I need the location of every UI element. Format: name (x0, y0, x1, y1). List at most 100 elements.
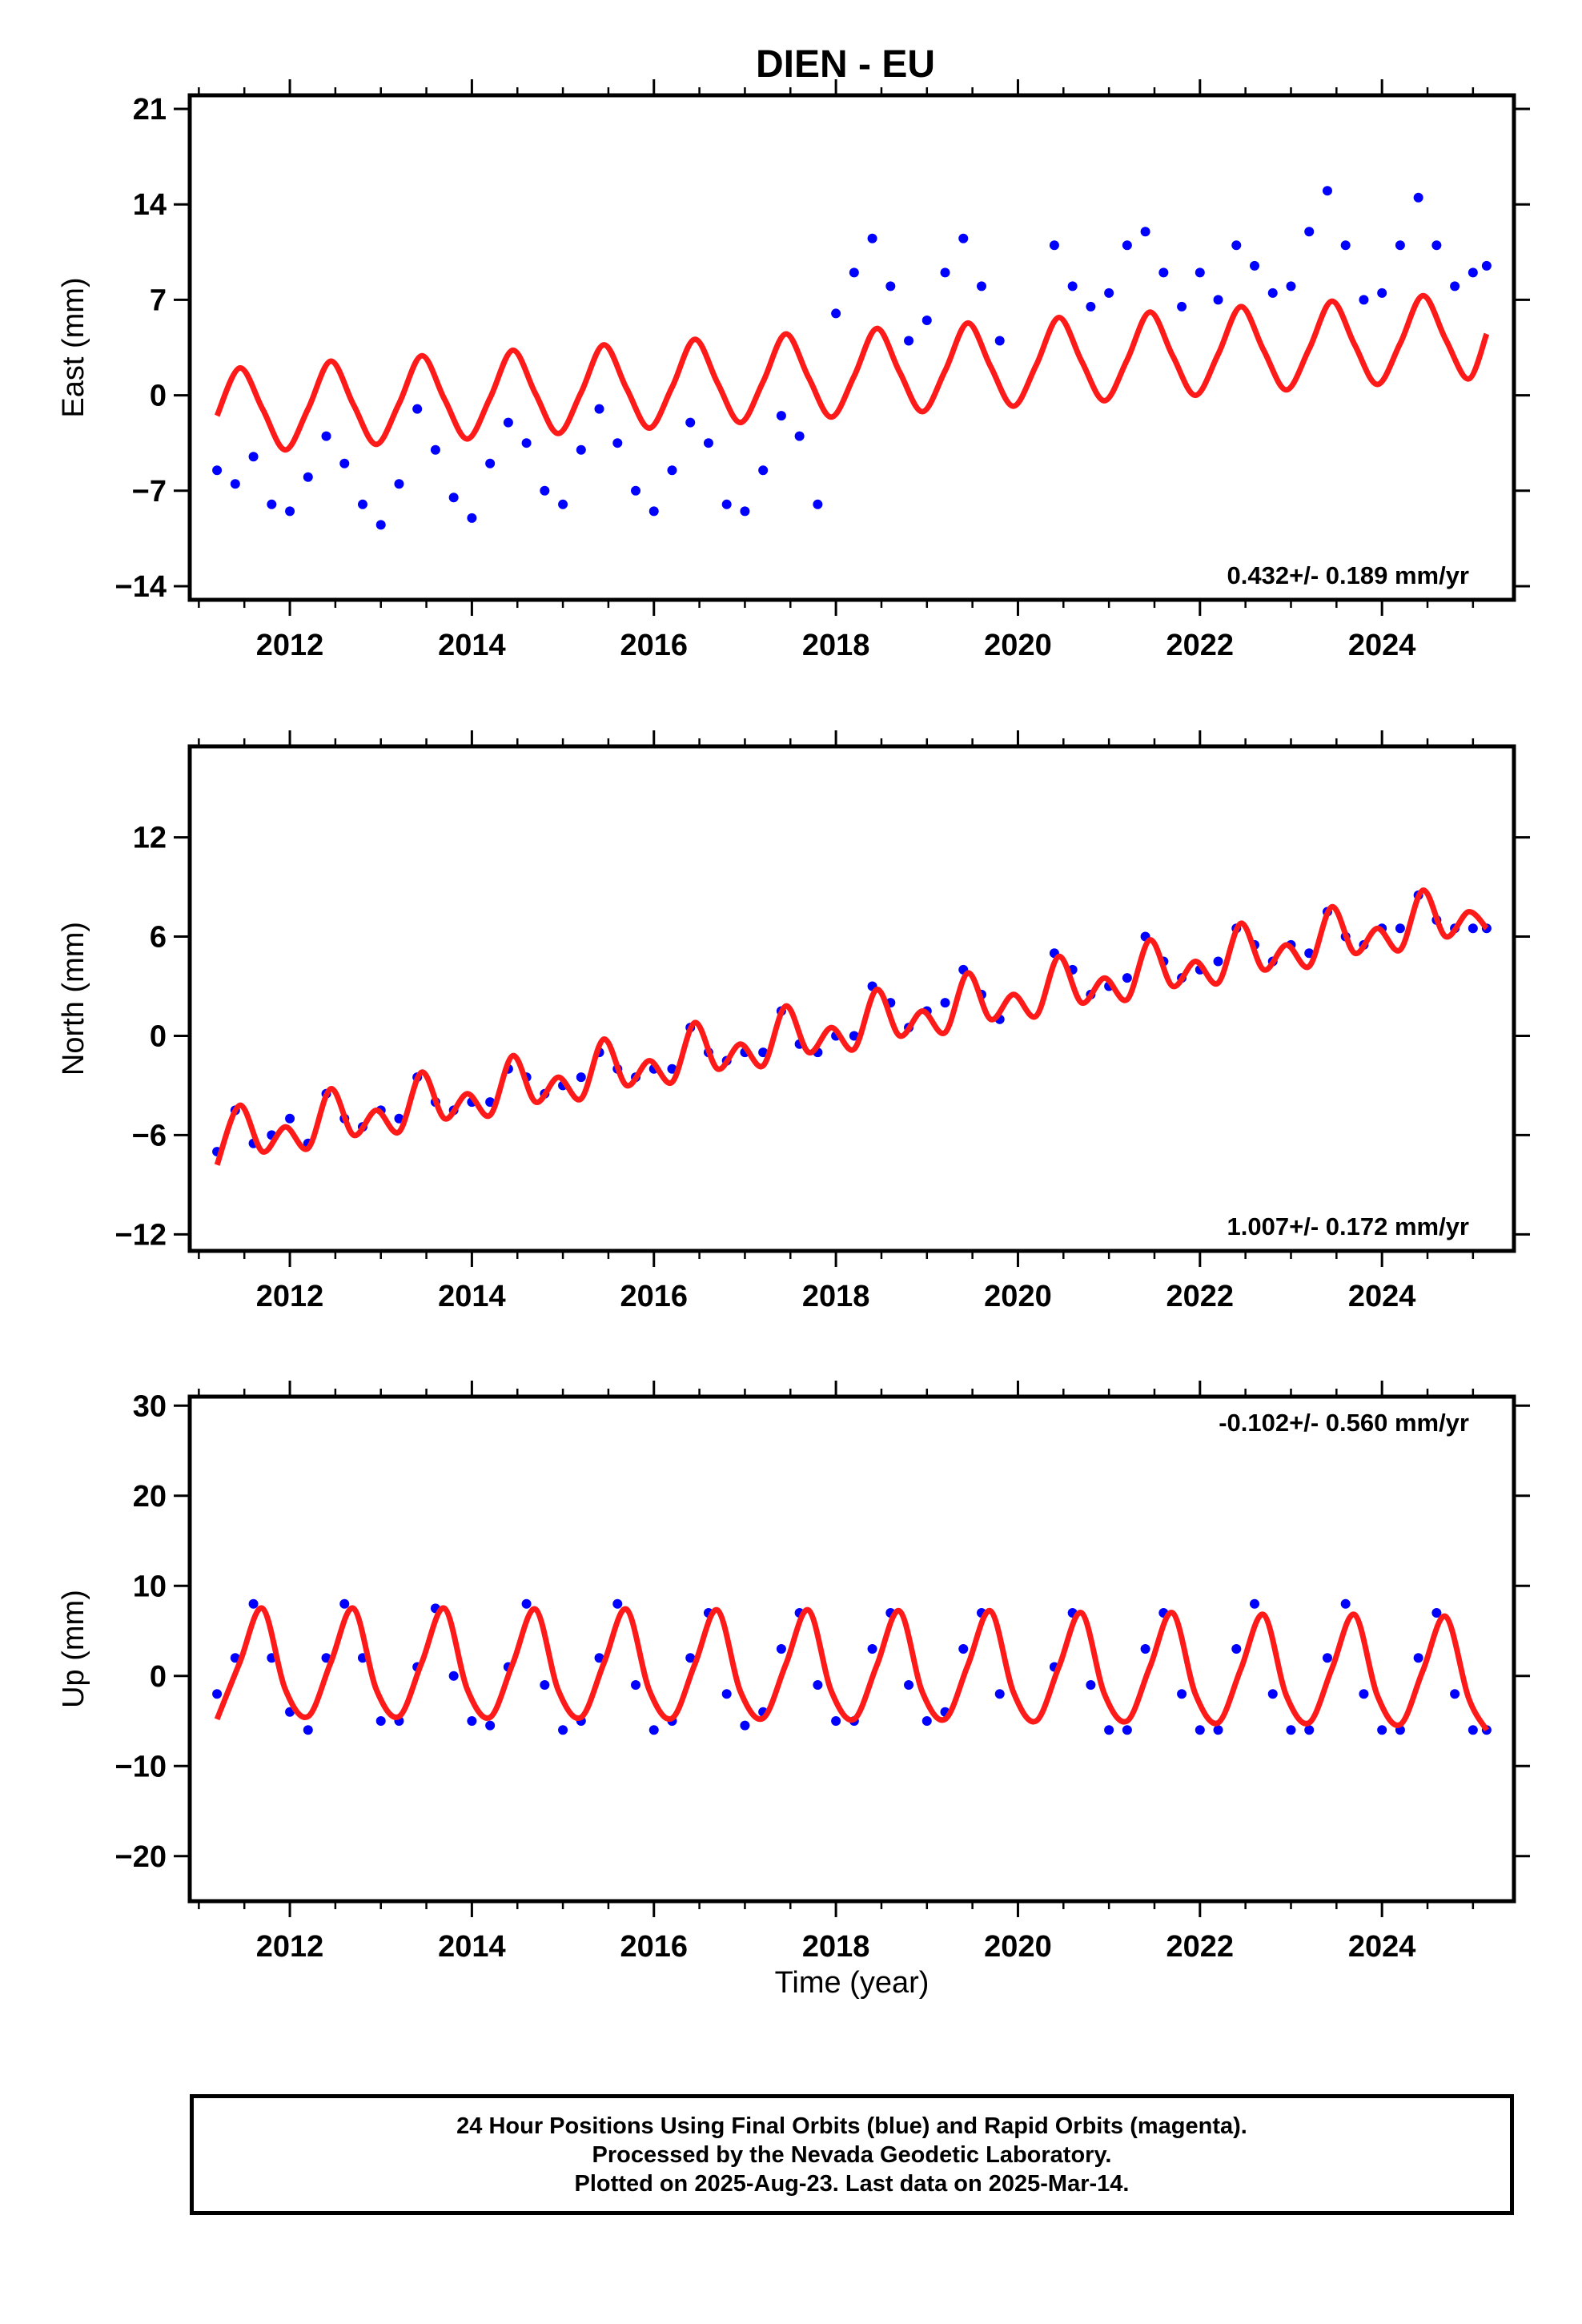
processing-note-line-1: 24 Hour Positions Using Final Orbits (bl… (456, 2113, 1247, 2139)
up-x-tick-label: 2014 (438, 1930, 506, 1964)
east-y-tick-label: 21 (133, 93, 167, 127)
up-data-point (1177, 1689, 1187, 1699)
east-panel: 2012 2014 2016 2018 2020 2022 2024 −14 −7 0 7 14 21 E… (57, 79, 1530, 662)
figure-title: DIEN - EU (756, 43, 935, 86)
up-rate-label: -0.102+/- 0.560 mm/yr (1219, 1409, 1469, 1437)
up-data-point (685, 1653, 696, 1663)
up-data-point (212, 1689, 223, 1699)
east-data-point (1086, 301, 1096, 312)
up-data-point (904, 1680, 914, 1690)
east-data-point (412, 404, 423, 414)
up-data-layer (212, 1598, 1492, 1735)
east-data-point (357, 499, 367, 509)
east-data-point (703, 438, 713, 448)
east-x-tick-label: 2018 (802, 629, 870, 662)
east-data-point (1267, 287, 1278, 298)
east-x-tick-label: 2014 (438, 629, 506, 662)
up-data-point (1140, 1644, 1150, 1654)
north-x-tick-label: 2018 (802, 1280, 870, 1313)
up-x-tick-label: 2012 (256, 1930, 324, 1964)
east-data-point (448, 493, 459, 503)
east-data-point (230, 479, 240, 489)
north-y-tick-label: 6 (150, 921, 167, 955)
east-data-point (267, 499, 277, 509)
up-x-tick-label: 2024 (1348, 1930, 1416, 1964)
east-model-curve (214, 292, 1490, 453)
north-data-point (285, 1113, 295, 1124)
north-x-tick-label: 2022 (1166, 1280, 1235, 1313)
up-data-point (540, 1680, 550, 1690)
east-data-point (1395, 240, 1405, 251)
up-y-tick-label: −10 (115, 1750, 167, 1783)
up-data-point (721, 1689, 732, 1699)
up-x-tick-label: 2016 (620, 1930, 688, 1964)
east-data-point (1286, 281, 1296, 292)
east-data-point (921, 315, 932, 325)
up-y-tick-label: 20 (133, 1480, 167, 1514)
north-y-tick-label: 12 (133, 822, 167, 855)
east-data-point (1213, 295, 1223, 305)
north-data-point (1468, 923, 1478, 934)
east-data-point (540, 485, 550, 496)
north-x-tick-label: 2014 (438, 1280, 506, 1313)
up-data-point (1122, 1725, 1132, 1735)
x-axis-label: Time (year) (775, 1966, 930, 2000)
up-data-point (1359, 1689, 1369, 1699)
east-data-point (648, 506, 659, 517)
up-data-point (521, 1598, 532, 1609)
east-x-tick-label: 2024 (1348, 629, 1416, 662)
up-data-point (1104, 1725, 1114, 1735)
east-y-axis-label: East (mm) (57, 277, 90, 417)
east-data-layer (212, 186, 1492, 530)
east-data-point (321, 431, 331, 441)
east-data-point (940, 267, 950, 278)
east-data-point (485, 458, 496, 468)
up-data-point (248, 1598, 259, 1609)
east-y-tick-label: −14 (115, 570, 167, 604)
up-data-point (867, 1644, 877, 1654)
east-data-point (1431, 240, 1442, 251)
north-x-tick-label: 2024 (1348, 1280, 1416, 1313)
east-data-point (1195, 267, 1205, 278)
up-data-point (594, 1653, 604, 1663)
east-data-point (958, 233, 969, 243)
east-data-point (394, 479, 404, 489)
east-data-point (375, 520, 386, 530)
east-data-point (1067, 281, 1078, 292)
up-model-curve (214, 1605, 1489, 1732)
east-y-tick-label: 14 (133, 188, 167, 222)
up-data-point (776, 1644, 786, 1654)
up-data-point (994, 1689, 1005, 1699)
up-data-point (1468, 1725, 1478, 1735)
east-x-tick-label: 2016 (620, 629, 688, 662)
east-data-point (685, 417, 696, 428)
up-data-point (1450, 1689, 1460, 1699)
up-data-point (740, 1720, 750, 1731)
up-data-point (558, 1725, 568, 1735)
north-x-tick-label: 2016 (620, 1280, 688, 1313)
up-data-point (485, 1720, 496, 1731)
up-y-tick-label: −20 (115, 1840, 167, 1874)
up-data-point (1413, 1653, 1423, 1663)
up-data-point (339, 1598, 350, 1609)
east-y-tick-label: 0 (150, 380, 167, 413)
up-data-point (1213, 1725, 1223, 1735)
east-data-point (1122, 240, 1132, 251)
up-y-tick-label: 0 (150, 1660, 167, 1694)
up-x-tick-label: 2018 (802, 1930, 870, 1964)
east-data-point (1359, 295, 1369, 305)
east-data-point (1158, 267, 1169, 278)
processing-note-line-2: Processed by the Nevada Geodetic Laborat… (592, 2141, 1112, 2168)
east-data-point (994, 336, 1005, 346)
up-data-point (1231, 1644, 1242, 1654)
up-data-point (612, 1598, 623, 1609)
east-data-point (667, 465, 677, 476)
north-x-tick-label: 2012 (256, 1280, 324, 1313)
east-data-point (904, 336, 914, 346)
north-model-curve (214, 887, 1489, 1166)
up-data-point (1267, 1689, 1278, 1699)
east-data-point (1250, 260, 1260, 271)
up-data-point (813, 1680, 823, 1690)
east-data-point (248, 452, 259, 462)
